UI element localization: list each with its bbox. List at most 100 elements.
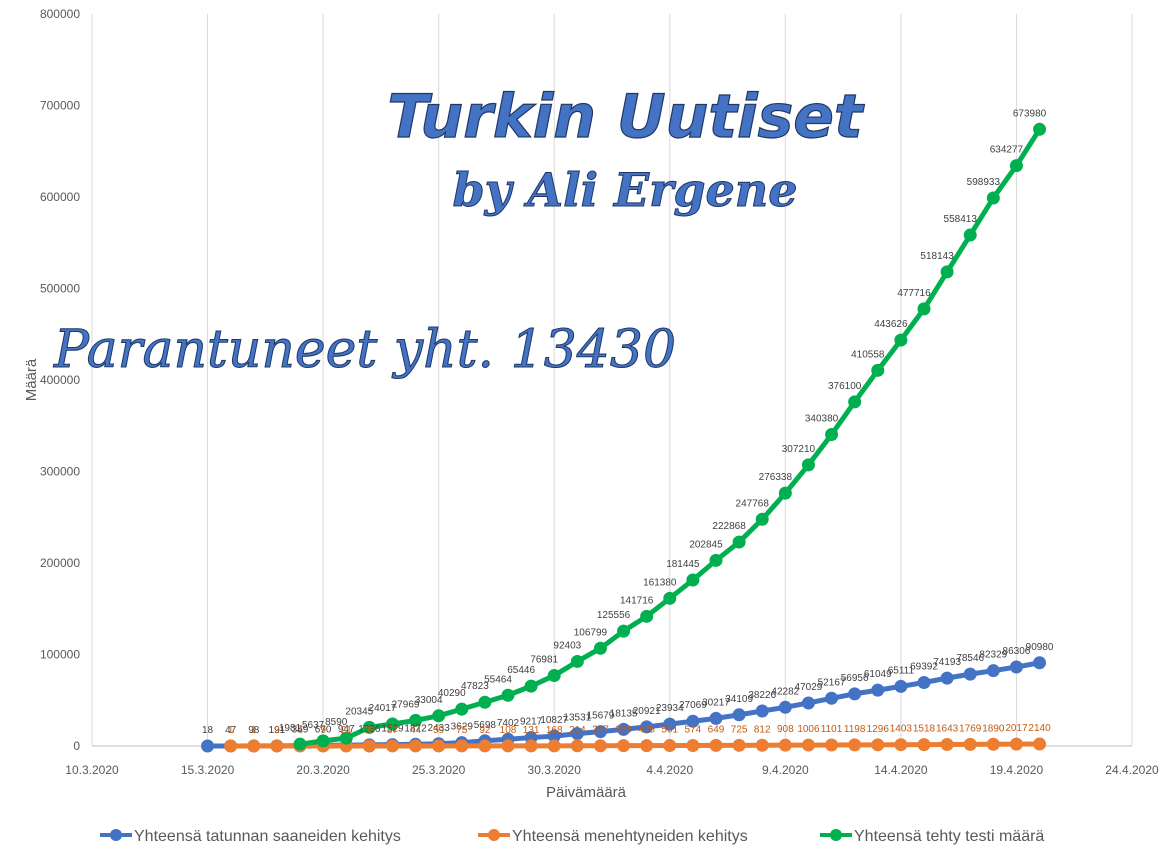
data-point-tatunnan	[755, 704, 769, 718]
legend-label: Yhteensä tehty testi määrä	[854, 828, 1044, 845]
data-point-menehtyneiden	[524, 739, 538, 753]
data-label-menehtyneiden: 4	[297, 725, 303, 736]
data-point-tatunnan	[940, 671, 954, 685]
x-tick-label: 9.4.2020	[762, 763, 809, 777]
x-tick-label: 14.4.2020	[874, 763, 928, 777]
data-point-menehtyneiden	[432, 739, 446, 753]
data-label-tatunnan: 2433	[428, 723, 451, 734]
data-label-menehtyneiden: 1403	[890, 724, 913, 735]
data-label-tatunnan: 20921	[633, 706, 661, 717]
data-label-tatunnan: 3629	[451, 722, 474, 733]
legend-item-tatunnan: Yhteensä tatunnan saaneiden kehitys	[100, 828, 401, 845]
data-point-testi	[385, 717, 399, 731]
data-label-tatunnan: 65111	[888, 665, 915, 676]
data-point-testi	[917, 302, 931, 316]
data-point-testi	[963, 228, 977, 242]
x-tick-label: 15.3.2020	[181, 763, 235, 777]
x-axis-ticks: 10.3.2020 15.3.2020 20.3.2020 25.3.2020 30.3…	[65, 763, 1159, 777]
data-label-menehtyneiden: 2140	[1028, 723, 1051, 734]
data-label-testi: 673980	[1013, 108, 1047, 119]
data-point-testi	[570, 654, 584, 668]
data-point-testi	[640, 609, 654, 623]
data-label-testi: 247768	[736, 498, 770, 509]
data-point-testi	[663, 591, 677, 605]
data-point-tatunnan	[640, 720, 654, 734]
data-label-menehtyneiden: 214	[569, 725, 586, 736]
data-label-menehtyneiden: 2	[274, 725, 280, 736]
data-point-menehtyneiden	[1009, 737, 1023, 751]
data-point-menehtyneiden	[501, 739, 515, 753]
data-label-tatunnan: 9217	[520, 717, 543, 728]
data-label-testi: 276338	[759, 472, 793, 483]
data-point-menehtyneiden	[547, 739, 561, 753]
data-label-menehtyneiden: 425	[638, 725, 655, 736]
data-label-testi: 55464	[484, 674, 512, 685]
data-label-tatunnan: 15679	[587, 711, 615, 722]
legend-item-menehtyneiden: Yhteensä menehtyneiden kehitys	[478, 828, 748, 845]
data-label-tatunnan: 69392	[910, 662, 938, 673]
data-label-menehtyneiden: 37	[387, 725, 399, 736]
data-label-tatunnan: 18135	[610, 708, 638, 719]
data-label-tatunnan: 38226	[748, 690, 776, 701]
data-point-tatunnan	[1009, 660, 1023, 674]
data-point-testi	[339, 731, 353, 745]
legend-label: Yhteensä menehtyneiden kehitys	[512, 828, 748, 845]
data-label-menehtyneiden: 59	[433, 725, 445, 736]
data-label-menehtyneiden: 2017	[1005, 723, 1028, 734]
y-tick-label: 0	[73, 739, 80, 753]
data-label-tatunnan: 42282	[771, 686, 799, 697]
data-point-tatunnan	[917, 676, 931, 690]
watermark: Turkin Uutiset by Ali Ergene Parantuneet…	[52, 81, 865, 380]
y-axis-ticks: 0 100000 200000 300000 400000 500000 600000 700…	[40, 7, 80, 753]
data-label-tatunnan: 61049	[864, 669, 892, 680]
data-label-menehtyneiden: 1890	[982, 723, 1005, 734]
data-label-tatunnan: 27069	[679, 700, 707, 711]
data-point-menehtyneiden	[570, 739, 584, 753]
data-label-testi: 141716	[620, 595, 654, 606]
data-label-testi: 24017	[369, 703, 397, 714]
data-point-menehtyneiden	[663, 739, 677, 753]
data-point-menehtyneiden	[409, 739, 423, 753]
data-label-menehtyneiden: 649	[708, 724, 725, 735]
data-label-tatunnan: 359	[292, 725, 309, 736]
data-label-tatunnan: 10827	[540, 715, 568, 726]
y-tick-label: 400000	[40, 373, 80, 387]
data-label-tatunnan: 34109	[725, 694, 753, 705]
data-label-testi: 598933	[967, 177, 1001, 188]
data-label-menehtyneiden: 1	[228, 725, 234, 736]
data-point-menehtyneiden	[270, 739, 284, 753]
data-point-testi	[362, 720, 376, 734]
data-label-menehtyneiden: 1	[251, 725, 257, 736]
data-label-menehtyneiden: 1198	[844, 724, 866, 735]
data-point-menehtyneiden	[755, 738, 769, 752]
data-point-testi	[755, 512, 769, 526]
data-point-menehtyneiden	[224, 739, 238, 753]
data-label-menehtyneiden: 1296	[867, 724, 890, 735]
data-label-testi: 33004	[415, 695, 443, 706]
data-point-tatunnan	[825, 691, 839, 705]
data-point-testi	[501, 688, 515, 702]
data-point-menehtyneiden	[478, 739, 492, 753]
data-label-testi: 5637	[302, 720, 325, 731]
data-label-menehtyneiden: 75	[456, 725, 468, 736]
data-point-testi	[455, 702, 469, 716]
data-point-testi	[871, 363, 885, 377]
data-label-testi: 92403	[553, 640, 581, 651]
data-point-tatunnan	[871, 683, 885, 697]
legend-swatch-marker	[830, 829, 842, 841]
data-point-menehtyneiden	[640, 739, 654, 753]
y-axis-title: Määrä	[23, 358, 40, 401]
legend-swatch-marker	[488, 829, 500, 841]
data-label-tatunnan: 947	[338, 724, 355, 735]
data-label-testi: 65446	[507, 665, 535, 676]
data-label-testi: 181445	[666, 559, 700, 570]
data-point-tatunnan	[801, 696, 815, 710]
data-label-tatunnan: 47	[225, 725, 237, 736]
watermark-title: Turkin Uutiset	[387, 82, 865, 152]
data-point-tatunnan	[617, 722, 631, 736]
data-point-testi	[432, 709, 446, 723]
x-axis-title: Päivämäärä	[546, 784, 627, 801]
data-label-testi: 40290	[438, 688, 466, 699]
data-point-testi	[686, 573, 700, 587]
